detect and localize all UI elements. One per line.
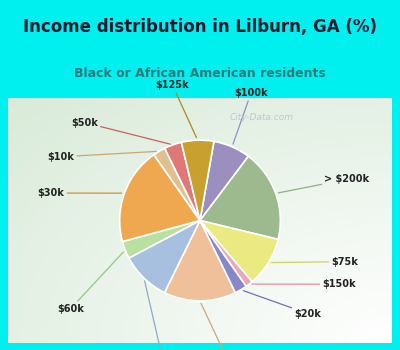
Text: $75k: $75k [271,257,358,267]
Text: $30k: $30k [38,188,122,198]
Wedge shape [154,148,200,220]
Text: $125k: $125k [156,80,196,138]
Text: $50k: $50k [71,118,170,144]
Wedge shape [181,140,214,220]
Wedge shape [122,220,200,258]
Text: > $200k: > $200k [278,174,370,193]
Wedge shape [120,155,200,241]
Text: $200k: $200k [201,303,244,350]
Text: $150k: $150k [252,279,356,289]
Text: $100k: $100k [233,88,268,144]
Text: $20k: $20k [244,290,321,318]
Text: Income distribution in Lilburn, GA (%): Income distribution in Lilburn, GA (%) [23,19,377,36]
Text: $10k: $10k [48,152,156,162]
Wedge shape [200,156,280,239]
Text: City-Data.com: City-Data.com [230,113,293,122]
Text: Black or African American residents: Black or African American residents [74,67,326,80]
Wedge shape [164,220,235,301]
Wedge shape [200,141,248,220]
Wedge shape [129,220,200,293]
Wedge shape [200,220,278,282]
Text: $60k: $60k [57,252,123,314]
Wedge shape [165,142,200,220]
Text: $40k: $40k [144,281,176,350]
Wedge shape [200,220,252,286]
Wedge shape [200,220,246,293]
